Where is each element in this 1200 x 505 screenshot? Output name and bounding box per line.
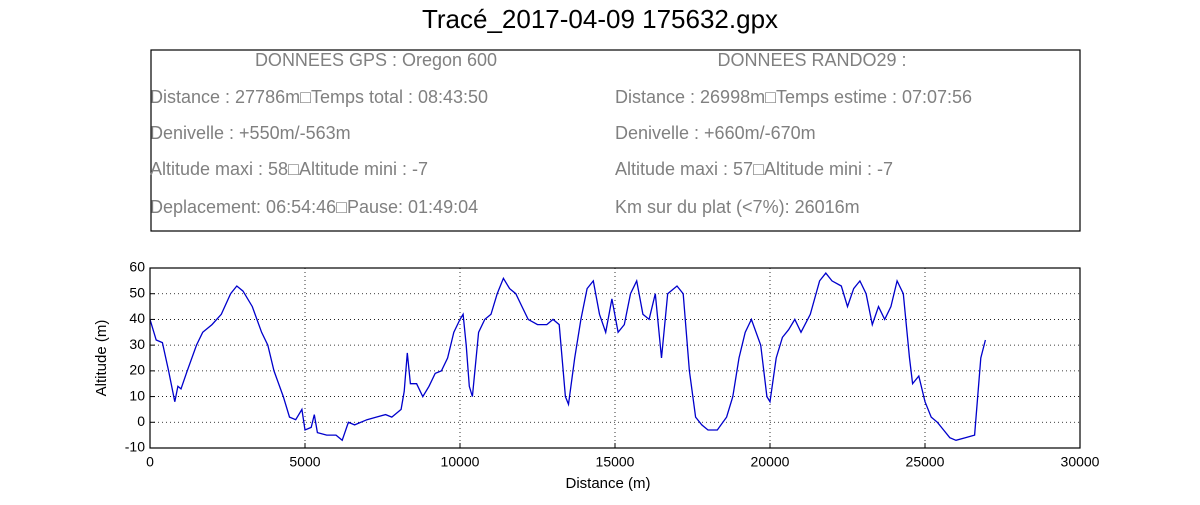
info-text: Altitude maxi : 58□Altitude mini : -7	[150, 159, 428, 179]
y-tick-label: 0	[137, 413, 145, 429]
y-axis-label: Altitude (m)	[93, 320, 110, 397]
y-tick-label: -10	[125, 439, 145, 455]
x-tick-label: 20000	[751, 454, 790, 470]
info-text: Deplacement: 06:54:46□Pause: 01:49:04	[150, 197, 478, 217]
y-tick-label: 60	[129, 259, 145, 275]
info-text: Denivelle : +550m/-563m	[150, 123, 351, 143]
chart-title: Tracé_2017-04-09 175632.gpx	[422, 4, 778, 34]
plot-frame	[149, 267, 1081, 449]
y-tick-label: 10	[129, 387, 145, 403]
x-tick-label: 15000	[596, 454, 635, 470]
x-tick-label: 10000	[441, 454, 480, 470]
x-tick-label: 5000	[289, 454, 320, 470]
info-text: Denivelle : +660m/-670m	[615, 123, 816, 143]
info-text: DONNEES RANDO29 :	[717, 50, 906, 70]
info-text: Altitude maxi : 57□Altitude mini : -7	[615, 159, 893, 179]
y-tick-label: 20	[129, 362, 145, 378]
x-tick-label: 0	[146, 454, 154, 470]
info-text: DONNEES GPS : Oregon 600	[255, 50, 497, 70]
info-text: Km sur du plat (<7%): 26016m	[615, 197, 860, 217]
y-tick-label: 30	[129, 336, 145, 352]
x-axis-label: Distance (m)	[565, 475, 650, 492]
info-text: Distance : 27786m□Temps total : 08:43:50	[150, 87, 488, 107]
y-tick-label: 50	[129, 284, 145, 300]
x-tick-label: 30000	[1061, 454, 1100, 470]
y-tick-label: 40	[129, 310, 145, 326]
info-box	[150, 49, 1081, 232]
x-tick-label: 25000	[906, 454, 945, 470]
altitude-line	[149, 272, 987, 442]
info-text: Distance : 26998m□Temps estime : 07:07:5…	[615, 87, 972, 107]
